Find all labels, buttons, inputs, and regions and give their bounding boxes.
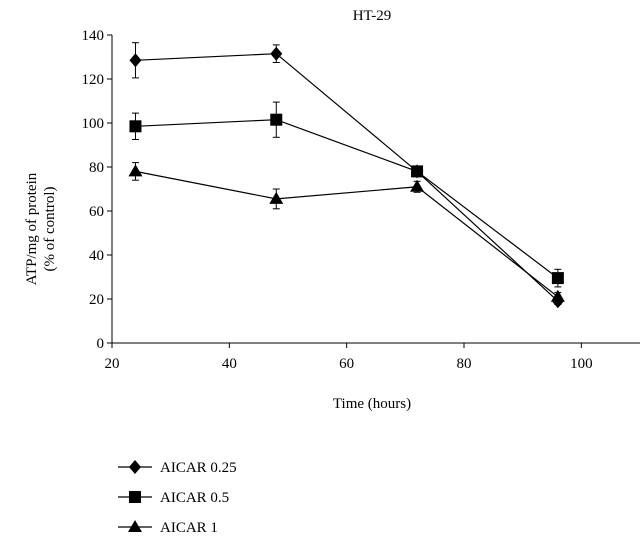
y-tick-label: 40 [89,248,104,264]
chart-title: HT-29 [353,8,392,24]
y-tick-label: 100 [82,116,105,132]
data-point [411,165,423,177]
data-point [551,290,565,302]
x-tick-label: 60 [339,356,354,372]
y-axis-ticks: 0 20 40 60 80 100 120 140 [82,28,113,352]
y-tick-label: 140 [82,28,105,44]
series-line [135,120,557,278]
y-tick-label: 0 [97,336,105,352]
legend-item: AICAR 0.5 [118,490,229,506]
legend-item: AICAR 1 [118,520,218,536]
series-line [135,54,557,302]
data-point [270,114,282,126]
x-tick-label: 20 [105,356,120,372]
series-square [129,102,563,287]
y-tick-label: 80 [89,160,104,176]
x-axis-label: Time (hours) [333,396,411,412]
legend-marker [129,491,141,503]
legend-label: AICAR 0.25 [160,460,237,476]
series-line [135,171,557,296]
data-point [270,47,282,61]
y-axis-label-line-2: (% of control) [42,187,58,272]
y-axis-label-line-1: ATP/mg of protein [24,172,40,285]
legend: AICAR 0.25 AICAR 0.5 AICAR 1 [118,460,237,536]
legend-label: AICAR 1 [160,520,218,536]
legend-marker [129,460,141,474]
y-tick-label: 120 [82,72,105,88]
legend-label: AICAR 0.5 [160,490,229,506]
data-point [128,164,142,176]
x-tick-label: 40 [222,356,237,372]
data-point [410,180,424,192]
x-tick-label: 100 [570,356,593,372]
x-axis-ticks: 20 40 60 80 100 [105,343,593,372]
data-point [552,272,564,284]
x-tick-label: 80 [457,356,472,372]
series-triangle [128,163,564,302]
legend-marker [128,520,142,532]
data-point [129,120,141,132]
series-layer [128,43,564,309]
legend-item: AICAR 0.25 [118,460,237,476]
y-tick-label: 60 [89,204,104,220]
data-point [129,53,141,67]
y-tick-label: 20 [89,292,104,308]
series-diamond [129,43,563,309]
